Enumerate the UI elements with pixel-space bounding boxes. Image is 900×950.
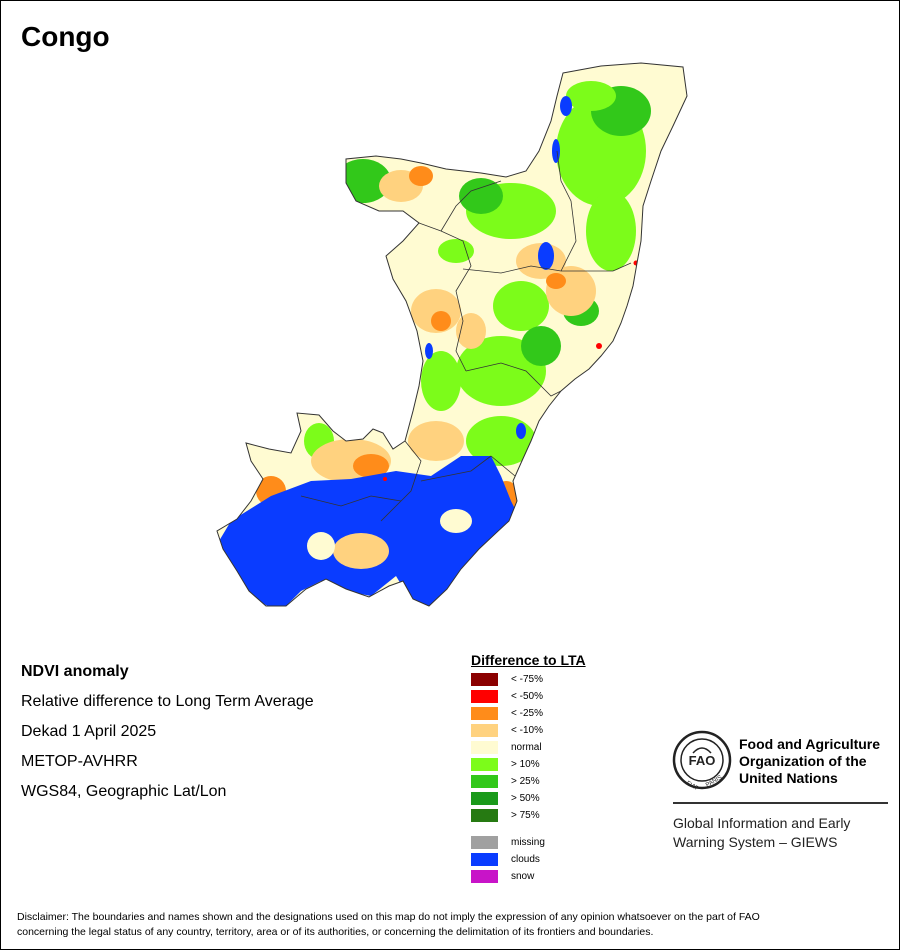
legend-item: clouds <box>471 853 540 866</box>
legend-item: > 10% <box>471 758 540 771</box>
fao-logo: FAO FIAT PANIS <box>672 730 732 791</box>
legend: Difference to LTA < -75% < -50% < -25% < -1… <box>471 652 586 883</box>
legend-swatch <box>471 724 498 737</box>
legend-label: snow <box>511 871 535 882</box>
legend-swatch <box>471 792 498 805</box>
fao-divider <box>673 802 888 804</box>
positive-anomaly-areas <box>304 81 651 466</box>
legend-item: > 50% <box>471 792 540 805</box>
legend-item: < -50% <box>471 690 543 703</box>
info-title: NDVI anomaly <box>21 663 129 680</box>
map-info: NDVI anomaly Relative difference to Long… <box>21 657 314 807</box>
fao-motto-left: FIAT <box>685 781 699 791</box>
legend-item: snow <box>471 870 534 883</box>
giews-line1: Global Information and Early <box>673 815 851 831</box>
legend-swatch <box>471 809 498 822</box>
legend-swatch <box>471 836 498 849</box>
legend-label: < -10% <box>511 725 543 736</box>
legend-swatch <box>471 741 498 754</box>
fao-name-line1: Food and Agriculture <box>739 736 881 752</box>
admin-boundaries <box>300 150 632 522</box>
giews-name: Global Information and Early Warning Sys… <box>673 814 893 852</box>
legend-label: < -25% <box>511 708 543 719</box>
fao-name-line3: United Nations <box>739 770 838 786</box>
fao-logo-text: FAO <box>689 753 716 768</box>
map-title: Congo <box>21 21 110 52</box>
legend-item: > 75% <box>471 809 540 822</box>
legend-label: < -50% <box>511 691 543 702</box>
legend-label: > 50% <box>511 793 540 804</box>
legend-swatch <box>471 673 498 686</box>
info-subtitle: Relative difference to Long Term Average <box>21 693 314 710</box>
legend-swatch <box>471 758 498 771</box>
legend-label: clouds <box>511 854 540 865</box>
legend-item: < -25% <box>471 707 543 720</box>
legend-item: < -75% <box>471 673 543 686</box>
legend-label: > 75% <box>511 810 540 821</box>
fao-name: Food and Agriculture Organization of the… <box>739 736 880 787</box>
legend-swatch <box>471 853 498 866</box>
info-period: Dekad 1 April 2025 <box>21 723 157 740</box>
legend-label: > 25% <box>511 776 540 787</box>
info-projection: WGS84, Geographic Lat/Lon <box>21 783 227 800</box>
disclaimer-line2: concerning the legal status of any count… <box>17 926 654 938</box>
legend-item: < -10% <box>471 724 543 737</box>
country-map <box>216 62 688 607</box>
legend-label: < -75% <box>511 674 543 685</box>
disclaimer: Disclaimer: The boundaries and names sho… <box>17 910 887 940</box>
legend-swatch <box>471 870 498 883</box>
legend-swatch <box>471 690 498 703</box>
legend-label: > 10% <box>511 759 540 770</box>
legend-swatch <box>471 707 498 720</box>
disclaimer-line1: Disclaimer: The boundaries and names sho… <box>17 911 760 923</box>
giews-line2: Warning System – GIEWS <box>673 834 838 850</box>
fao-name-line2: Organization of the <box>739 753 867 769</box>
cloud-areas <box>217 96 572 606</box>
legend-swatch <box>471 775 498 788</box>
legend-item: missing <box>471 836 545 849</box>
legend-title: Difference to LTA <box>471 652 586 668</box>
legend-label: normal <box>511 742 542 753</box>
legend-label: missing <box>511 837 545 848</box>
info-sensor: METOP-AVHRR <box>21 753 138 770</box>
legend-item: normal <box>471 741 542 754</box>
legend-item: > 25% <box>471 775 540 788</box>
